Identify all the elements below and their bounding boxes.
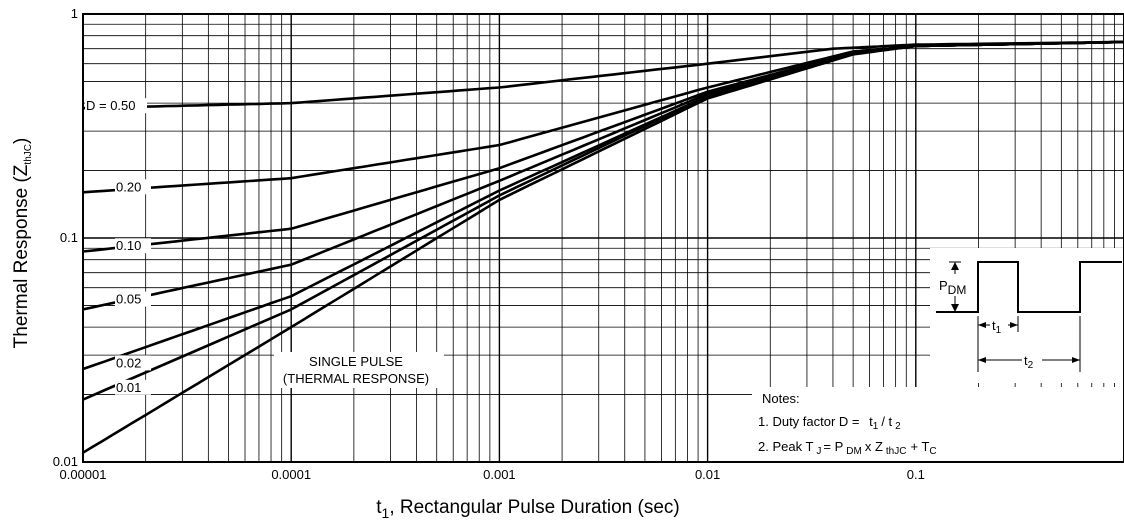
plot-frame	[82, 13, 1124, 463]
note-2-a-sub: J	[816, 446, 821, 457]
y-tick-labels: 1 0.1 0.01	[53, 6, 78, 469]
pdm-label-sub: DM	[948, 283, 967, 297]
curve-label-bg	[115, 238, 151, 254]
curves	[82, 40, 1124, 454]
note-2-b: = P	[823, 439, 843, 454]
curve-labels: D = 0.50 0.20 0.10 0.05 0.02 0.01	[85, 98, 151, 395]
curve-label: 0.05	[116, 292, 141, 307]
x-tick-label: 0.1	[907, 467, 925, 482]
t2-arrow-head-right	[1072, 357, 1080, 363]
curve-label-bg	[115, 379, 151, 395]
curve-label-bg	[85, 98, 147, 114]
note-2-d-sub: C	[929, 446, 936, 457]
t1-label: t1	[992, 318, 1002, 336]
note-2-b-sub: DM	[846, 446, 862, 457]
x-tick-label: 0.00001	[60, 467, 107, 482]
x-axis-title-main: t	[376, 497, 382, 518]
x-tick-label: 0.001	[483, 467, 516, 482]
x-tick-label: 0.01	[695, 467, 720, 482]
t1-label-main: t	[992, 318, 996, 333]
y-tick-label: 0.1	[60, 230, 78, 245]
pdm-arrow-head-top	[951, 262, 959, 270]
t2-label: t2	[1024, 353, 1034, 371]
x-axis-title: t1, Rectangular Pulse Duration (sec)	[376, 497, 680, 521]
pulse-waveform	[936, 261, 1122, 313]
y-axis-title-sub: thJC	[23, 144, 34, 165]
curve-label-bg	[115, 179, 151, 195]
note-2-d: + T	[910, 439, 929, 454]
curve-single-pulse	[82, 40, 1124, 454]
t1-label-bg	[990, 316, 1008, 332]
t1-label-sub: 1	[996, 325, 1002, 336]
t1-arrow-head-right	[1010, 322, 1018, 328]
x-axis-title-rest: , Rectangular Pulse Duration (sec)	[389, 497, 679, 518]
single-pulse-label-line2: (THERMAL RESPONSE)	[283, 371, 429, 386]
curve-label: D = 0.50	[86, 98, 136, 113]
curve-d-0-50	[82, 40, 1124, 110]
note-1-t1-sub: 1	[873, 421, 879, 432]
curve-label: 0.20	[116, 179, 141, 194]
x-tick-label: 0.0001	[271, 467, 311, 482]
y-tick-label: 1	[71, 6, 78, 21]
curve-0-20	[82, 40, 1124, 194]
notes-box-bg	[752, 387, 1123, 461]
t2-label-main: t	[1024, 353, 1028, 368]
note-1-text: 1. Duty factor D =	[758, 414, 860, 429]
pdm-label-bg	[936, 274, 974, 296]
note-1-slash: / t	[881, 414, 892, 429]
note-2-a: 2. Peak T	[758, 439, 813, 454]
pdm-label: PDM	[939, 278, 966, 297]
y-axis-title-rest: )	[11, 138, 32, 144]
y-axis-title-main: Thermal Response (Z	[11, 164, 32, 348]
single-pulse-label-line1: SINGLE PULSE	[309, 354, 403, 369]
curve-label: 0.10	[116, 238, 141, 253]
curve-label: 0.01	[116, 380, 141, 395]
t1-arrow-head-left	[978, 322, 986, 328]
pdm-arrow-head-bottom	[951, 304, 959, 312]
y-axis-title: Thermal Response (ZthJC)	[11, 138, 34, 349]
x-axis-title-sub: 1	[382, 505, 390, 521]
curve-label-bg	[115, 291, 151, 307]
curve-label: 0.02	[116, 355, 141, 370]
note-2-c: x Z	[865, 439, 883, 454]
note-1-t2-sub: 2	[895, 421, 901, 432]
t2-label-sub: 2	[1028, 360, 1034, 371]
curve-label-bg	[115, 355, 151, 371]
pdm-label-main: P	[939, 278, 948, 293]
single-pulse-label-bg	[274, 352, 444, 388]
note-1-t1: t	[869, 414, 873, 429]
t2-label-bg	[1022, 351, 1042, 367]
x-tick-labels: 0.00001 0.0001 0.001 0.01 0.1	[60, 467, 925, 482]
y-tick-label: 0.01	[53, 454, 78, 469]
t2-arrow-head-left	[978, 357, 986, 363]
note-2-c-sub: thJC	[886, 446, 907, 457]
notes-title: Notes:	[762, 391, 800, 406]
